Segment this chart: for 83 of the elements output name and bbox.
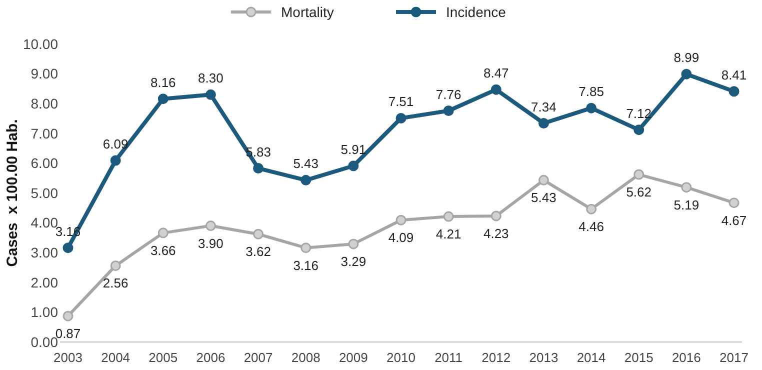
point <box>490 210 502 222</box>
point <box>586 102 597 114</box>
data-label: 8.47 <box>483 66 509 81</box>
data-label: 8.30 <box>198 70 224 86</box>
x-tick-label: 2004 <box>101 350 130 365</box>
x-tick-label: 2007 <box>244 350 273 365</box>
data-label: 4.09 <box>388 230 414 246</box>
data-label: 3.90 <box>198 236 224 251</box>
legend-label: Incidence <box>446 4 506 20</box>
point <box>728 86 740 97</box>
point <box>253 163 264 174</box>
point <box>681 68 692 80</box>
point <box>205 220 216 232</box>
x-tick-label: 2016 <box>672 350 701 365</box>
x-tick-label: 2005 <box>148 350 178 365</box>
x-tick-label: 2017 <box>720 350 748 365</box>
y-tick-label: 10.00 <box>22 36 58 52</box>
point <box>728 198 740 208</box>
y-tick-label: 3.00 <box>30 244 58 260</box>
x-tick-label: 2009 <box>338 350 368 365</box>
point <box>62 310 74 322</box>
data-label: 7.34 <box>531 99 556 114</box>
data-label: 8.99 <box>674 50 700 66</box>
y-tick-label: 2.00 <box>30 274 58 290</box>
data-label: 3.16 <box>293 258 319 273</box>
x-tick-label: 2008 <box>291 350 320 365</box>
y-tick-label: 6.00 <box>30 155 58 172</box>
x-tick-label: 2014 <box>576 350 606 365</box>
y-tick-label: 8.00 <box>30 96 58 112</box>
x-tick-label: 2011 <box>434 350 463 365</box>
point <box>300 174 312 186</box>
point <box>586 204 597 214</box>
legend-label: Mortality <box>281 4 334 20</box>
data-label: 7.76 <box>436 86 462 102</box>
y-tick-label: 5.00 <box>30 184 58 201</box>
y-tick-label: 7.00 <box>30 125 58 142</box>
x-tick-label: 2003 <box>54 350 82 365</box>
data-label: 5.19 <box>674 197 700 212</box>
point <box>538 118 549 129</box>
y-tick-label: 1.00 <box>30 304 58 320</box>
point <box>110 155 121 166</box>
point <box>205 89 216 100</box>
data-label: 7.85 <box>578 84 604 100</box>
point <box>158 94 168 104</box>
point <box>158 228 168 238</box>
data-label: 8.16 <box>150 74 176 90</box>
data-label: 4.46 <box>578 219 604 234</box>
point <box>634 169 644 180</box>
data-label: 4.21 <box>436 226 462 242</box>
data-label: 4.67 <box>721 212 747 228</box>
point <box>443 211 454 222</box>
point <box>348 238 359 250</box>
point <box>634 124 644 136</box>
y-tick-label: 9.00 <box>30 66 58 82</box>
point <box>348 160 359 172</box>
point <box>443 106 454 116</box>
data-label: 5.91 <box>340 142 366 157</box>
data-label: 3.62 <box>246 244 271 260</box>
data-label: 5.62 <box>626 184 652 200</box>
point <box>396 112 406 124</box>
data-label: 5.43 <box>531 190 556 206</box>
y-axis-title: Cases x 100.00 Hab. <box>4 119 21 267</box>
data-label: 8.41 <box>721 67 747 82</box>
data-label: 2.56 <box>102 276 128 291</box>
data-label: 7.12 <box>626 106 652 121</box>
data-label: 4.23 <box>483 226 509 241</box>
data-label: 7.51 <box>388 94 414 110</box>
x-tick-label: 2012 <box>482 350 511 365</box>
point <box>396 214 406 226</box>
data-label: 3.29 <box>340 254 366 269</box>
point <box>681 182 692 193</box>
point <box>62 242 74 254</box>
x-tick-label: 2015 <box>624 350 654 365</box>
point <box>490 84 502 95</box>
point <box>538 174 549 186</box>
data-label: 5.43 <box>293 156 319 172</box>
x-tick-label: 2010 <box>386 350 416 365</box>
x-tick-label: 2013 <box>529 350 558 365</box>
data-label: 3.66 <box>150 242 176 258</box>
point <box>110 260 121 271</box>
point <box>253 228 264 240</box>
point <box>300 242 312 254</box>
x-tick-label: 2006 <box>196 350 226 365</box>
